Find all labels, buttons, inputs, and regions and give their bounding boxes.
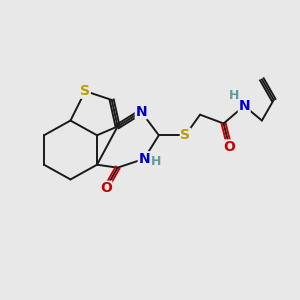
Text: H: H xyxy=(151,155,162,168)
Text: O: O xyxy=(224,140,236,154)
Text: O: O xyxy=(100,181,112,195)
Text: S: S xyxy=(80,84,90,98)
Text: S: S xyxy=(180,128,190,142)
Text: N: N xyxy=(138,152,150,166)
Text: N: N xyxy=(135,105,147,119)
Text: N: N xyxy=(238,99,250,113)
Text: H: H xyxy=(229,89,239,102)
